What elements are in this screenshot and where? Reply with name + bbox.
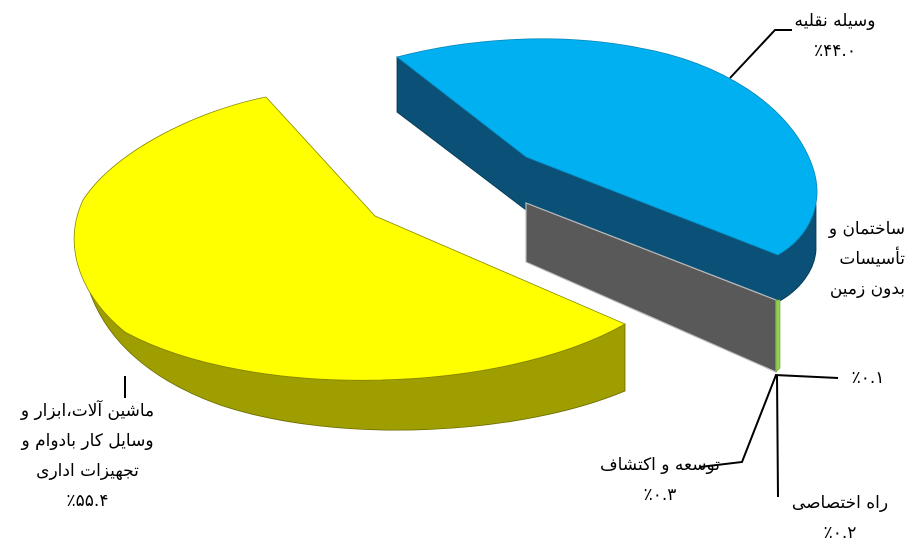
label-exploration-name: توسعه و اکتشاف bbox=[599, 455, 720, 475]
slice-vehicles bbox=[396, 38, 818, 256]
label-vehicles: وسیله نقلیه ٪۴۴.۰ bbox=[770, 6, 900, 66]
label-vehicles-value: ٪۴۴.۰ bbox=[814, 41, 856, 61]
label-machinery: ماشین آلات،ابزار و وسایل کار بادوام و تج… bbox=[0, 396, 175, 516]
leader-exploration bbox=[699, 374, 777, 468]
label-exploration: توسعه و اکتشاف ٪۰.۳ bbox=[580, 450, 740, 510]
label-vehicles-name: وسیله نقلیه bbox=[794, 11, 876, 31]
leader-vehicles bbox=[729, 29, 792, 79]
slice-machinery bbox=[73, 96, 626, 381]
label-machinery-line2: وسایل کار بادوام و bbox=[21, 431, 154, 451]
leader-buildings bbox=[774, 374, 839, 379]
label-exploration-value: ٪۰.۳ bbox=[643, 485, 677, 505]
label-machinery-value: ٪۵۵.۴ bbox=[66, 491, 109, 511]
label-buildings-value: ٪۰.۱ bbox=[851, 368, 885, 388]
label-machinery-line3: تجهیزات اداری bbox=[36, 461, 139, 481]
label-buildings-line3: بدون زمین bbox=[829, 279, 905, 299]
label-buildings: ساختمان و تأسیسات بدون زمین bbox=[810, 214, 905, 304]
leader-private-road bbox=[776, 374, 779, 498]
label-buildings-line2: تأسیسات bbox=[839, 249, 905, 269]
label-buildings-line1: ساختمان و bbox=[828, 219, 905, 239]
label-machinery-line1: ماشین آلات،ابزار و bbox=[20, 401, 155, 421]
label-private-road-value: ٪۰.۲ bbox=[823, 523, 857, 543]
label-private-road: راه اختصاصی ٪۰.۲ bbox=[770, 488, 910, 548]
pie-slices bbox=[73, 38, 818, 431]
label-private-road-name: راه اختصاصی bbox=[791, 493, 889, 513]
slice-private-road bbox=[775, 299, 781, 373]
leader-lines bbox=[124, 29, 839, 498]
